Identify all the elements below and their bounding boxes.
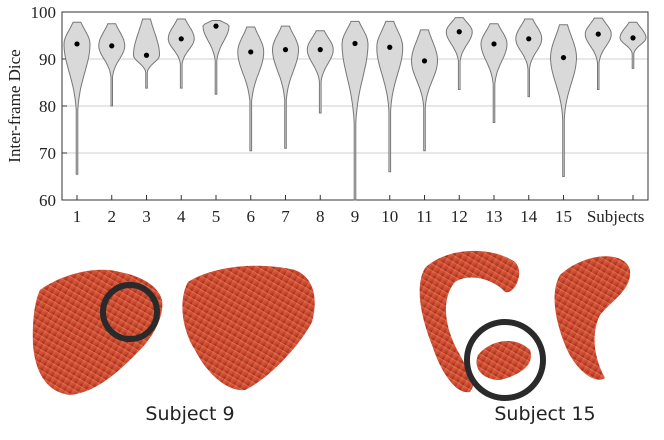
violin-body xyxy=(98,23,126,107)
median-dot xyxy=(387,44,393,50)
violin-body xyxy=(619,21,647,69)
median-dot xyxy=(456,29,462,35)
median-dot xyxy=(526,36,532,42)
median-dot xyxy=(282,47,289,53)
render-subject-9 xyxy=(32,265,315,395)
violin-body xyxy=(237,26,265,152)
violin-body xyxy=(410,29,439,152)
x-tick-label: 7 xyxy=(281,207,290,226)
median-dot xyxy=(560,54,567,61)
median-dot xyxy=(74,41,80,47)
x-tick-label: 12 xyxy=(451,207,468,226)
median-dot xyxy=(248,49,254,55)
violin-body xyxy=(306,30,334,114)
median-dot xyxy=(178,36,184,42)
x-tick-label: 10 xyxy=(381,207,398,226)
violin-body xyxy=(341,20,369,201)
caption: Subject 9 xyxy=(145,403,234,425)
x-tick-label: 5 xyxy=(212,207,221,226)
median-dot xyxy=(109,43,115,49)
x-tick-label: 8 xyxy=(316,207,325,226)
median-dot xyxy=(421,58,428,64)
x-tick-label: 14 xyxy=(520,207,538,226)
x-tick-label: 6 xyxy=(247,207,256,226)
violin-body xyxy=(584,17,612,90)
violin-body xyxy=(445,17,473,90)
median-dot xyxy=(143,52,150,58)
violin-body xyxy=(271,25,300,149)
caption: Subject 15 xyxy=(494,403,595,425)
median-dot xyxy=(630,35,636,41)
x-tick-label: 4 xyxy=(177,207,186,226)
y-axis-label: Inter-frame Dice xyxy=(5,49,24,162)
median-dot xyxy=(352,40,358,47)
x-tick-label: Subjects xyxy=(587,207,645,226)
median-dot xyxy=(491,41,497,47)
render-subject-15 xyxy=(419,250,631,401)
x-tick-label: 9 xyxy=(351,207,360,226)
y-tick-label: 70 xyxy=(39,144,56,163)
y-tick-label: 60 xyxy=(39,191,56,210)
violin-body xyxy=(63,21,91,175)
median-dot xyxy=(317,47,323,53)
median-dot xyxy=(595,31,601,37)
x-tick-label: 13 xyxy=(486,207,503,226)
violin-body xyxy=(376,20,404,173)
y-tick-label: 90 xyxy=(39,50,56,69)
y-tick-label: 80 xyxy=(39,97,56,116)
violin-body xyxy=(202,20,230,95)
x-tick-label: 15 xyxy=(555,207,572,226)
violin-body xyxy=(480,23,508,123)
y-tick-label: 100 xyxy=(31,3,57,22)
x-tick-label: 1 xyxy=(73,207,82,226)
violin-body xyxy=(549,24,578,177)
median-dot xyxy=(213,23,219,29)
x-tick-label: 11 xyxy=(416,207,432,226)
violin-body xyxy=(167,18,195,89)
x-tick-label: 2 xyxy=(108,207,117,226)
violin-body xyxy=(515,18,543,98)
x-tick-label: 3 xyxy=(142,207,151,226)
